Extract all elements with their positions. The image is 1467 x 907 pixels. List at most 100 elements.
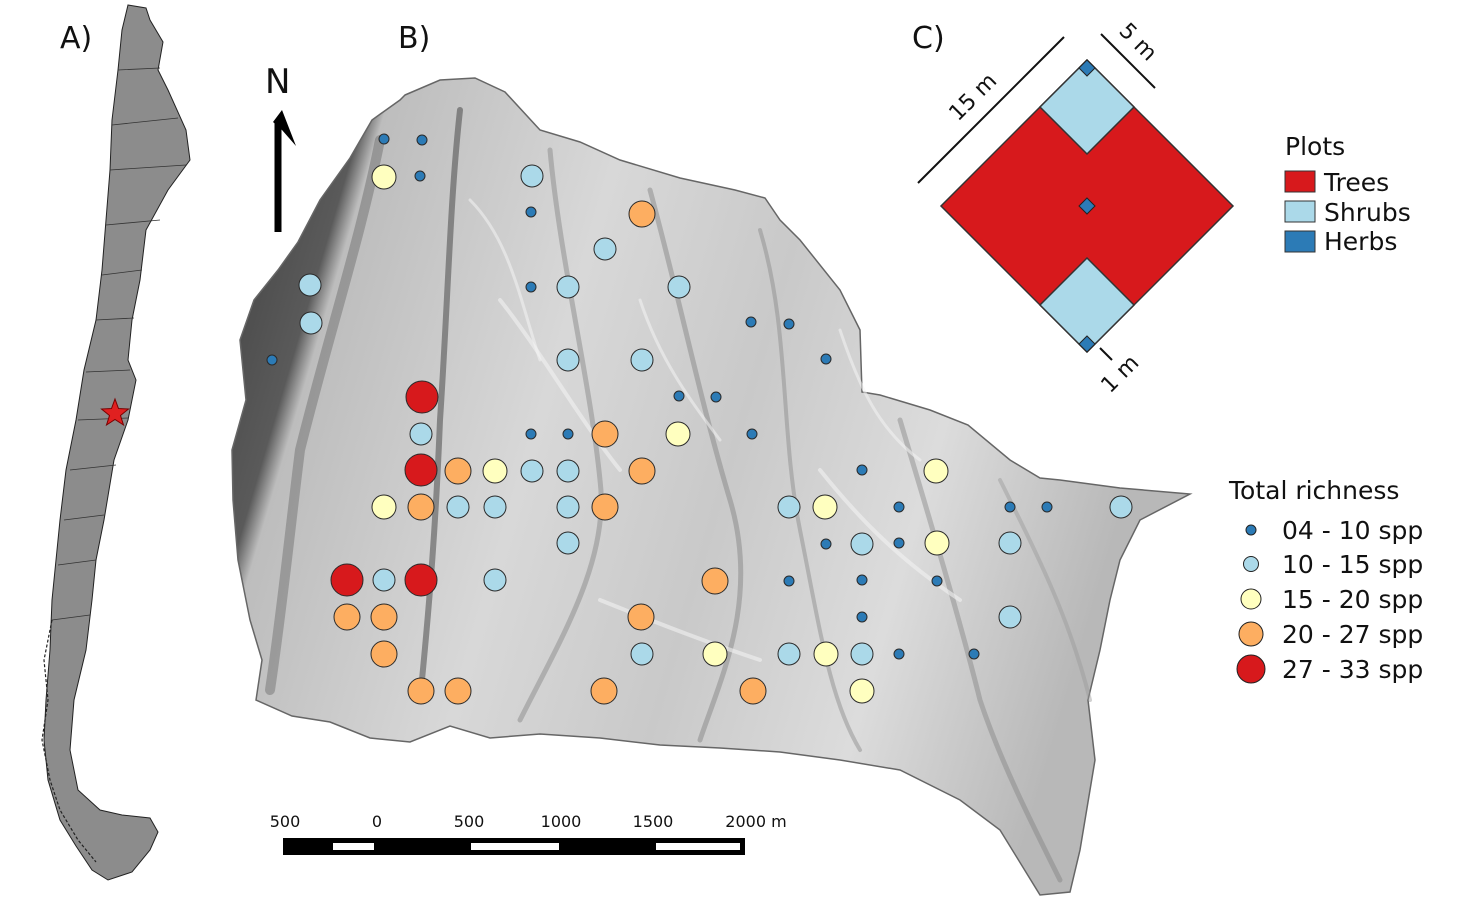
legend-symbol-class-3 <box>1240 588 1262 610</box>
sampling-site <box>525 281 537 293</box>
scale-bar: 500 0 500 1000 1500 2000 m <box>270 812 787 855</box>
sampling-site <box>378 133 390 145</box>
sampling-site <box>665 421 691 447</box>
sampling-site <box>710 391 722 403</box>
chile-fjord-coast <box>41 619 97 863</box>
sampling-sites <box>266 133 1133 705</box>
north-arrow-label: N <box>265 62 290 102</box>
sampling-site <box>777 642 801 666</box>
sampling-site <box>525 428 537 440</box>
sampling-site <box>812 494 838 520</box>
sampling-site <box>591 493 619 521</box>
scale-bar-segment <box>333 843 374 850</box>
legend-symbol-class-1 <box>1245 524 1257 536</box>
sampling-site <box>407 677 435 705</box>
scale-tick-label: 1500 <box>633 812 674 831</box>
richness-legend: Total richness 04 - 10 spp 10 - 15 spp 1… <box>1228 476 1423 684</box>
legend-label-shrubs: Shrubs <box>1324 198 1411 227</box>
sampling-site <box>850 532 874 556</box>
sampling-site <box>630 348 654 372</box>
sampling-site <box>371 494 397 520</box>
sampling-site <box>702 641 728 667</box>
sampling-site <box>783 318 795 330</box>
sampling-site <box>849 678 875 704</box>
dimension-line-15m <box>917 36 1065 184</box>
legend-label-class-5: 27 - 33 spp <box>1282 655 1423 684</box>
scale-tick-label: 1000 <box>541 812 582 831</box>
herb-plot-top <box>1078 59 1096 77</box>
sampling-site <box>998 605 1022 629</box>
sampling-site <box>266 354 278 366</box>
sampling-site <box>482 458 508 484</box>
sampling-site <box>404 453 438 487</box>
legend-label-class-3: 15 - 20 spp <box>1282 585 1423 614</box>
sampling-site <box>856 464 868 476</box>
scale-tick-label: 2000 m <box>725 812 786 831</box>
chile-region-borders <box>51 67 187 621</box>
scale-tick-label: 500 <box>454 812 485 831</box>
dimension-label-5m: 5 m <box>1114 19 1162 67</box>
sampling-site <box>416 134 428 146</box>
sampling-site <box>813 641 839 667</box>
sampling-site <box>591 420 619 448</box>
sampling-site <box>298 273 322 297</box>
legend-symbol-class-5 <box>1236 654 1266 684</box>
sampling-site <box>556 459 580 483</box>
sampling-site <box>746 428 758 440</box>
sampling-site <box>931 575 943 587</box>
sampling-site <box>968 648 980 660</box>
scale-tick-label: 500 <box>270 812 301 831</box>
scale-tick-label: 0 <box>372 812 382 831</box>
panel-a-label: A) <box>60 21 92 56</box>
sampling-site <box>1041 501 1053 513</box>
plots-legend: Plots Trees Shrubs Herbs <box>1284 132 1411 256</box>
sampling-site <box>923 458 949 484</box>
legend-symbol-class-4 <box>1238 621 1264 647</box>
sampling-site <box>520 164 544 188</box>
sampling-site <box>850 642 874 666</box>
herb-plot-center <box>1078 197 1096 215</box>
sampling-site <box>628 457 656 485</box>
sampling-site <box>562 428 574 440</box>
legend-swatch-trees <box>1284 170 1316 193</box>
sampling-site <box>667 275 691 299</box>
sampling-site <box>556 348 580 372</box>
north-arrow: N <box>265 62 296 232</box>
sampling-site <box>673 390 685 402</box>
sampling-site <box>590 677 618 705</box>
sampling-site <box>371 164 397 190</box>
herb-plot-bottom <box>1078 335 1096 353</box>
sampling-site <box>370 603 398 631</box>
north-arrow-head <box>273 110 296 146</box>
legend-symbol-class-2 <box>1243 556 1259 572</box>
sampling-site <box>370 640 398 668</box>
sampling-site <box>330 563 364 597</box>
sampling-site <box>1109 495 1133 519</box>
legend-swatch-herbs <box>1284 230 1316 253</box>
sampling-site <box>777 495 801 519</box>
legend-swatch-shrubs <box>1284 200 1316 223</box>
sampling-site <box>405 380 439 414</box>
scale-bar-segment <box>471 843 559 850</box>
panel-c-plot-design: C) 15 m 5 m 1 m Plots Trees Shrubs Herbs <box>912 19 1411 399</box>
sampling-site <box>372 568 396 592</box>
dimension-line-5m <box>1100 33 1156 89</box>
legend-label-trees: Trees <box>1323 168 1389 197</box>
sampling-site <box>483 495 507 519</box>
sampling-site <box>444 677 472 705</box>
sampling-site <box>856 611 868 623</box>
sampling-site <box>820 353 832 365</box>
panel-b-watershed-map: B) N 500 0 5 <box>231 21 1193 896</box>
sampling-site <box>404 563 438 597</box>
sampling-site <box>701 567 729 595</box>
legend-label-class-4: 20 - 27 spp <box>1282 620 1423 649</box>
legend-label-herbs: Herbs <box>1324 227 1397 256</box>
sampling-site <box>525 206 537 218</box>
panel-c-label: C) <box>912 21 945 56</box>
watershed-boundary <box>231 77 1193 896</box>
plots-legend-title: Plots <box>1285 132 1345 161</box>
study-site-star <box>100 397 130 427</box>
chile-outline <box>43 4 191 881</box>
sampling-site <box>745 316 757 328</box>
